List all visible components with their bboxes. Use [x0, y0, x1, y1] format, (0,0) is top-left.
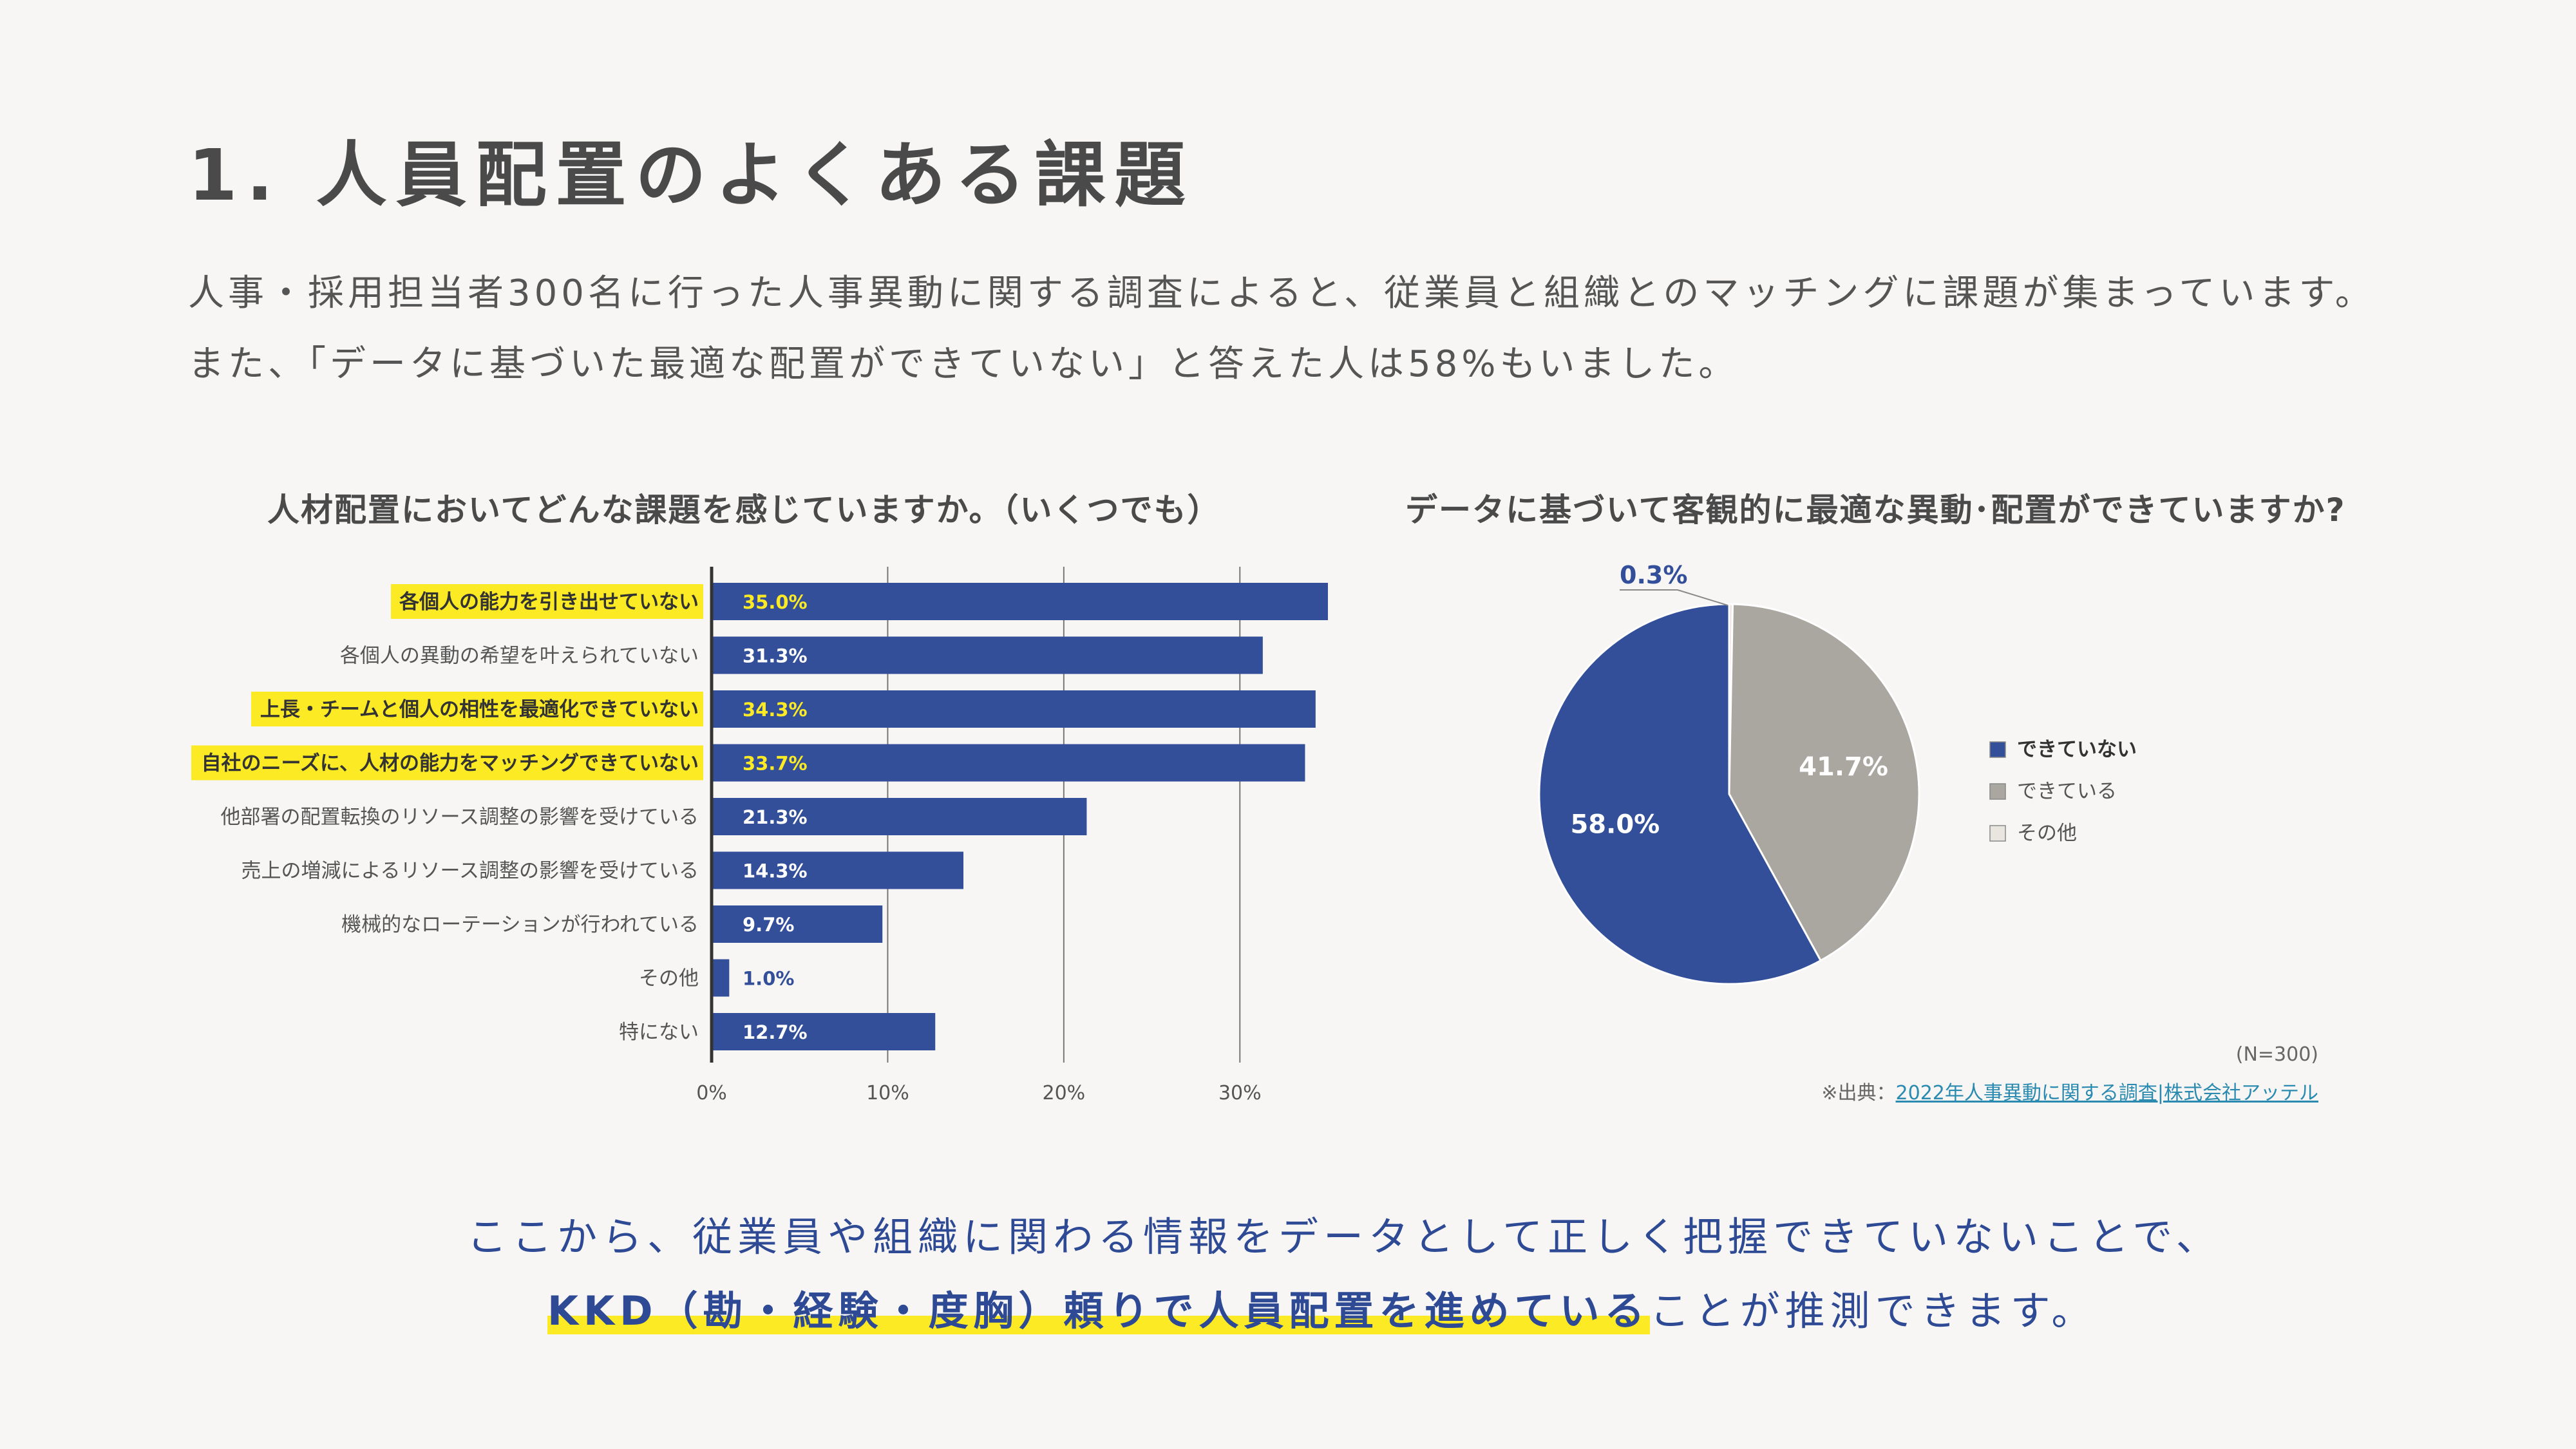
source-citation: ※出典：2022年人事異動に関する調査|株式会社アッテル	[1821, 1077, 2318, 1105]
legend-label: その他	[2017, 822, 2077, 845]
legend-swatch	[1989, 825, 2006, 842]
x-tick-label: 30%	[1218, 1082, 1262, 1104]
pie-slice	[1728, 603, 1920, 962]
category-label: 他部署の配置転換のリソース調整の影響を受けている	[221, 806, 699, 829]
conclusion-highlight: KKD（勘・経験・度胸）頼りで人員配置を進めている	[547, 1287, 1650, 1334]
bar	[712, 690, 1316, 728]
pie-slice	[1538, 603, 1823, 985]
intro-line-2: また、「データに基づいた最適な配置ができていない」と答えた人は58%もいました。	[188, 343, 1739, 385]
x-tick-label: 10%	[866, 1082, 909, 1104]
bar-value-label: 34.3%	[743, 699, 808, 721]
category-label: 機械的なローテーションが行われている	[341, 913, 699, 936]
pie-value-label: 0.3%	[1620, 561, 1687, 589]
category-label: 自社のニーズに、人材の能力をマッチングできていない	[201, 752, 699, 775]
bar-value-label: 14.3%	[743, 860, 808, 882]
page-title: 1. 人員配置のよくある課題	[188, 134, 1195, 216]
bar-value-label: 1.0%	[743, 968, 794, 990]
legend-swatch	[1989, 783, 2006, 800]
bar-value-label: 33.7%	[743, 753, 808, 775]
legend-swatch	[1989, 741, 2006, 758]
category-highlight	[391, 584, 703, 619]
legend-label: できていない	[2017, 738, 2137, 761]
bar	[712, 959, 730, 997]
category-highlight	[191, 745, 703, 781]
conclusion-line-2: KKD（勘・経験・度胸）頼りで人員配置を進めていることが推測できます。	[547, 1278, 2096, 1336]
pie-value-label: 41.7%	[1799, 752, 1888, 782]
bar	[712, 1013, 936, 1050]
intro-line-1: 人事・採用担当者300名に行った人事異動に関する調査によると、従業員と組織とのマ…	[188, 272, 2375, 314]
sample-size-note: (N=300)	[2235, 1043, 2318, 1066]
pie-chart-title: データに基づいて客観的に最適な異動･配置ができていますか?	[1405, 491, 2346, 529]
category-label: 売上の増減によるリソース調整の影響を受けている	[241, 860, 699, 883]
category-label: 各個人の異動の希望を叶えられていない	[340, 645, 699, 668]
pie-value-label: 58.0%	[1570, 810, 1660, 839]
category-label: 特にない	[619, 1021, 699, 1044]
bar	[712, 905, 883, 943]
bar	[712, 744, 1305, 782]
category-label: 上長・チームと個人の相性を最適化できていない	[260, 698, 699, 721]
x-tick-label: 20%	[1043, 1082, 1086, 1104]
bar-chart: 0% 10% 20% 30% 各個人の能力を引き出せていない 35.0% 各個人の異動の希望…	[191, 567, 1328, 1104]
bar	[712, 636, 1263, 674]
x-tick-label: 0%	[696, 1082, 727, 1104]
source-prefix: ※出典：	[1821, 1082, 1896, 1104]
callout-line	[1620, 589, 1728, 606]
bar-value-label: 31.3%	[743, 645, 808, 667]
conclusion-rest: ことが推測できます。	[1649, 1287, 2097, 1334]
category-label: その他	[639, 967, 699, 990]
bar-value-label: 35.0%	[743, 591, 808, 613]
bar-value-label: 21.3%	[743, 806, 808, 828]
bar-value-label: 9.7%	[743, 914, 794, 936]
conclusion-line-1: ここから、従業員や組織に関わる情報をデータとして正しく把握できていないことで、	[467, 1213, 2221, 1260]
legend-label: できている	[2017, 780, 2117, 803]
bar	[712, 583, 1328, 620]
category-highlight	[251, 692, 703, 726]
category-label: 各個人の能力を引き出せていない	[399, 591, 699, 614]
bar-chart-title: 人材配置においてどんな課題を感じていますか。（いくつでも）	[267, 491, 1221, 529]
source-link[interactable]: 2022年人事異動に関する調査|株式会社アッテル	[1895, 1082, 2318, 1104]
bar-value-label: 12.7%	[743, 1021, 808, 1043]
bar	[712, 798, 1087, 835]
bar	[712, 851, 964, 889]
